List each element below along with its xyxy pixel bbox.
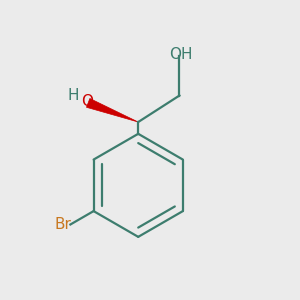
Text: H: H xyxy=(68,88,79,103)
Polygon shape xyxy=(86,98,138,122)
Text: Br: Br xyxy=(55,217,71,232)
Text: O: O xyxy=(81,94,93,109)
Text: OH: OH xyxy=(169,47,193,62)
